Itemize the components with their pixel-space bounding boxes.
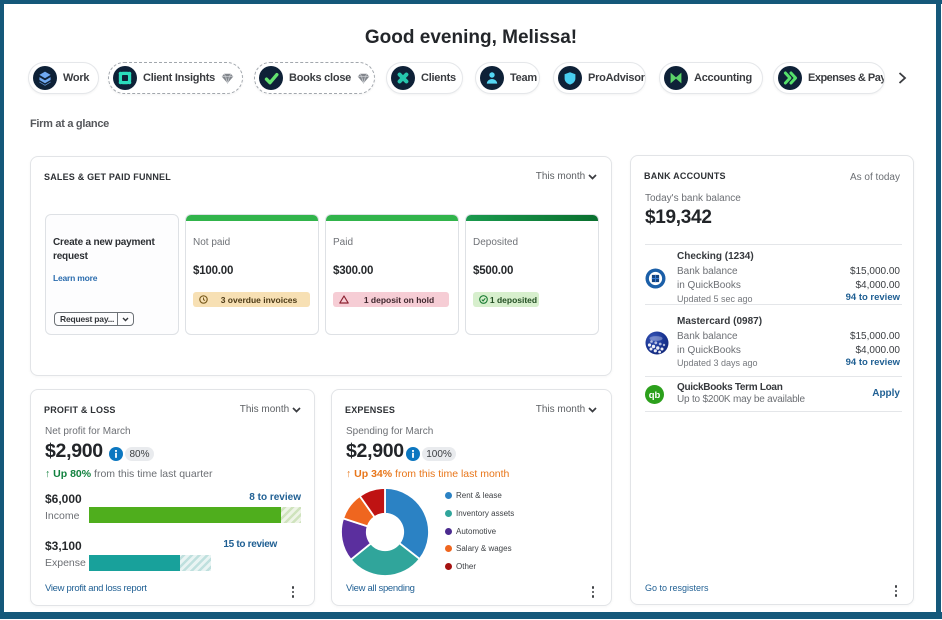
svg-text:qb: qb bbox=[649, 390, 661, 401]
